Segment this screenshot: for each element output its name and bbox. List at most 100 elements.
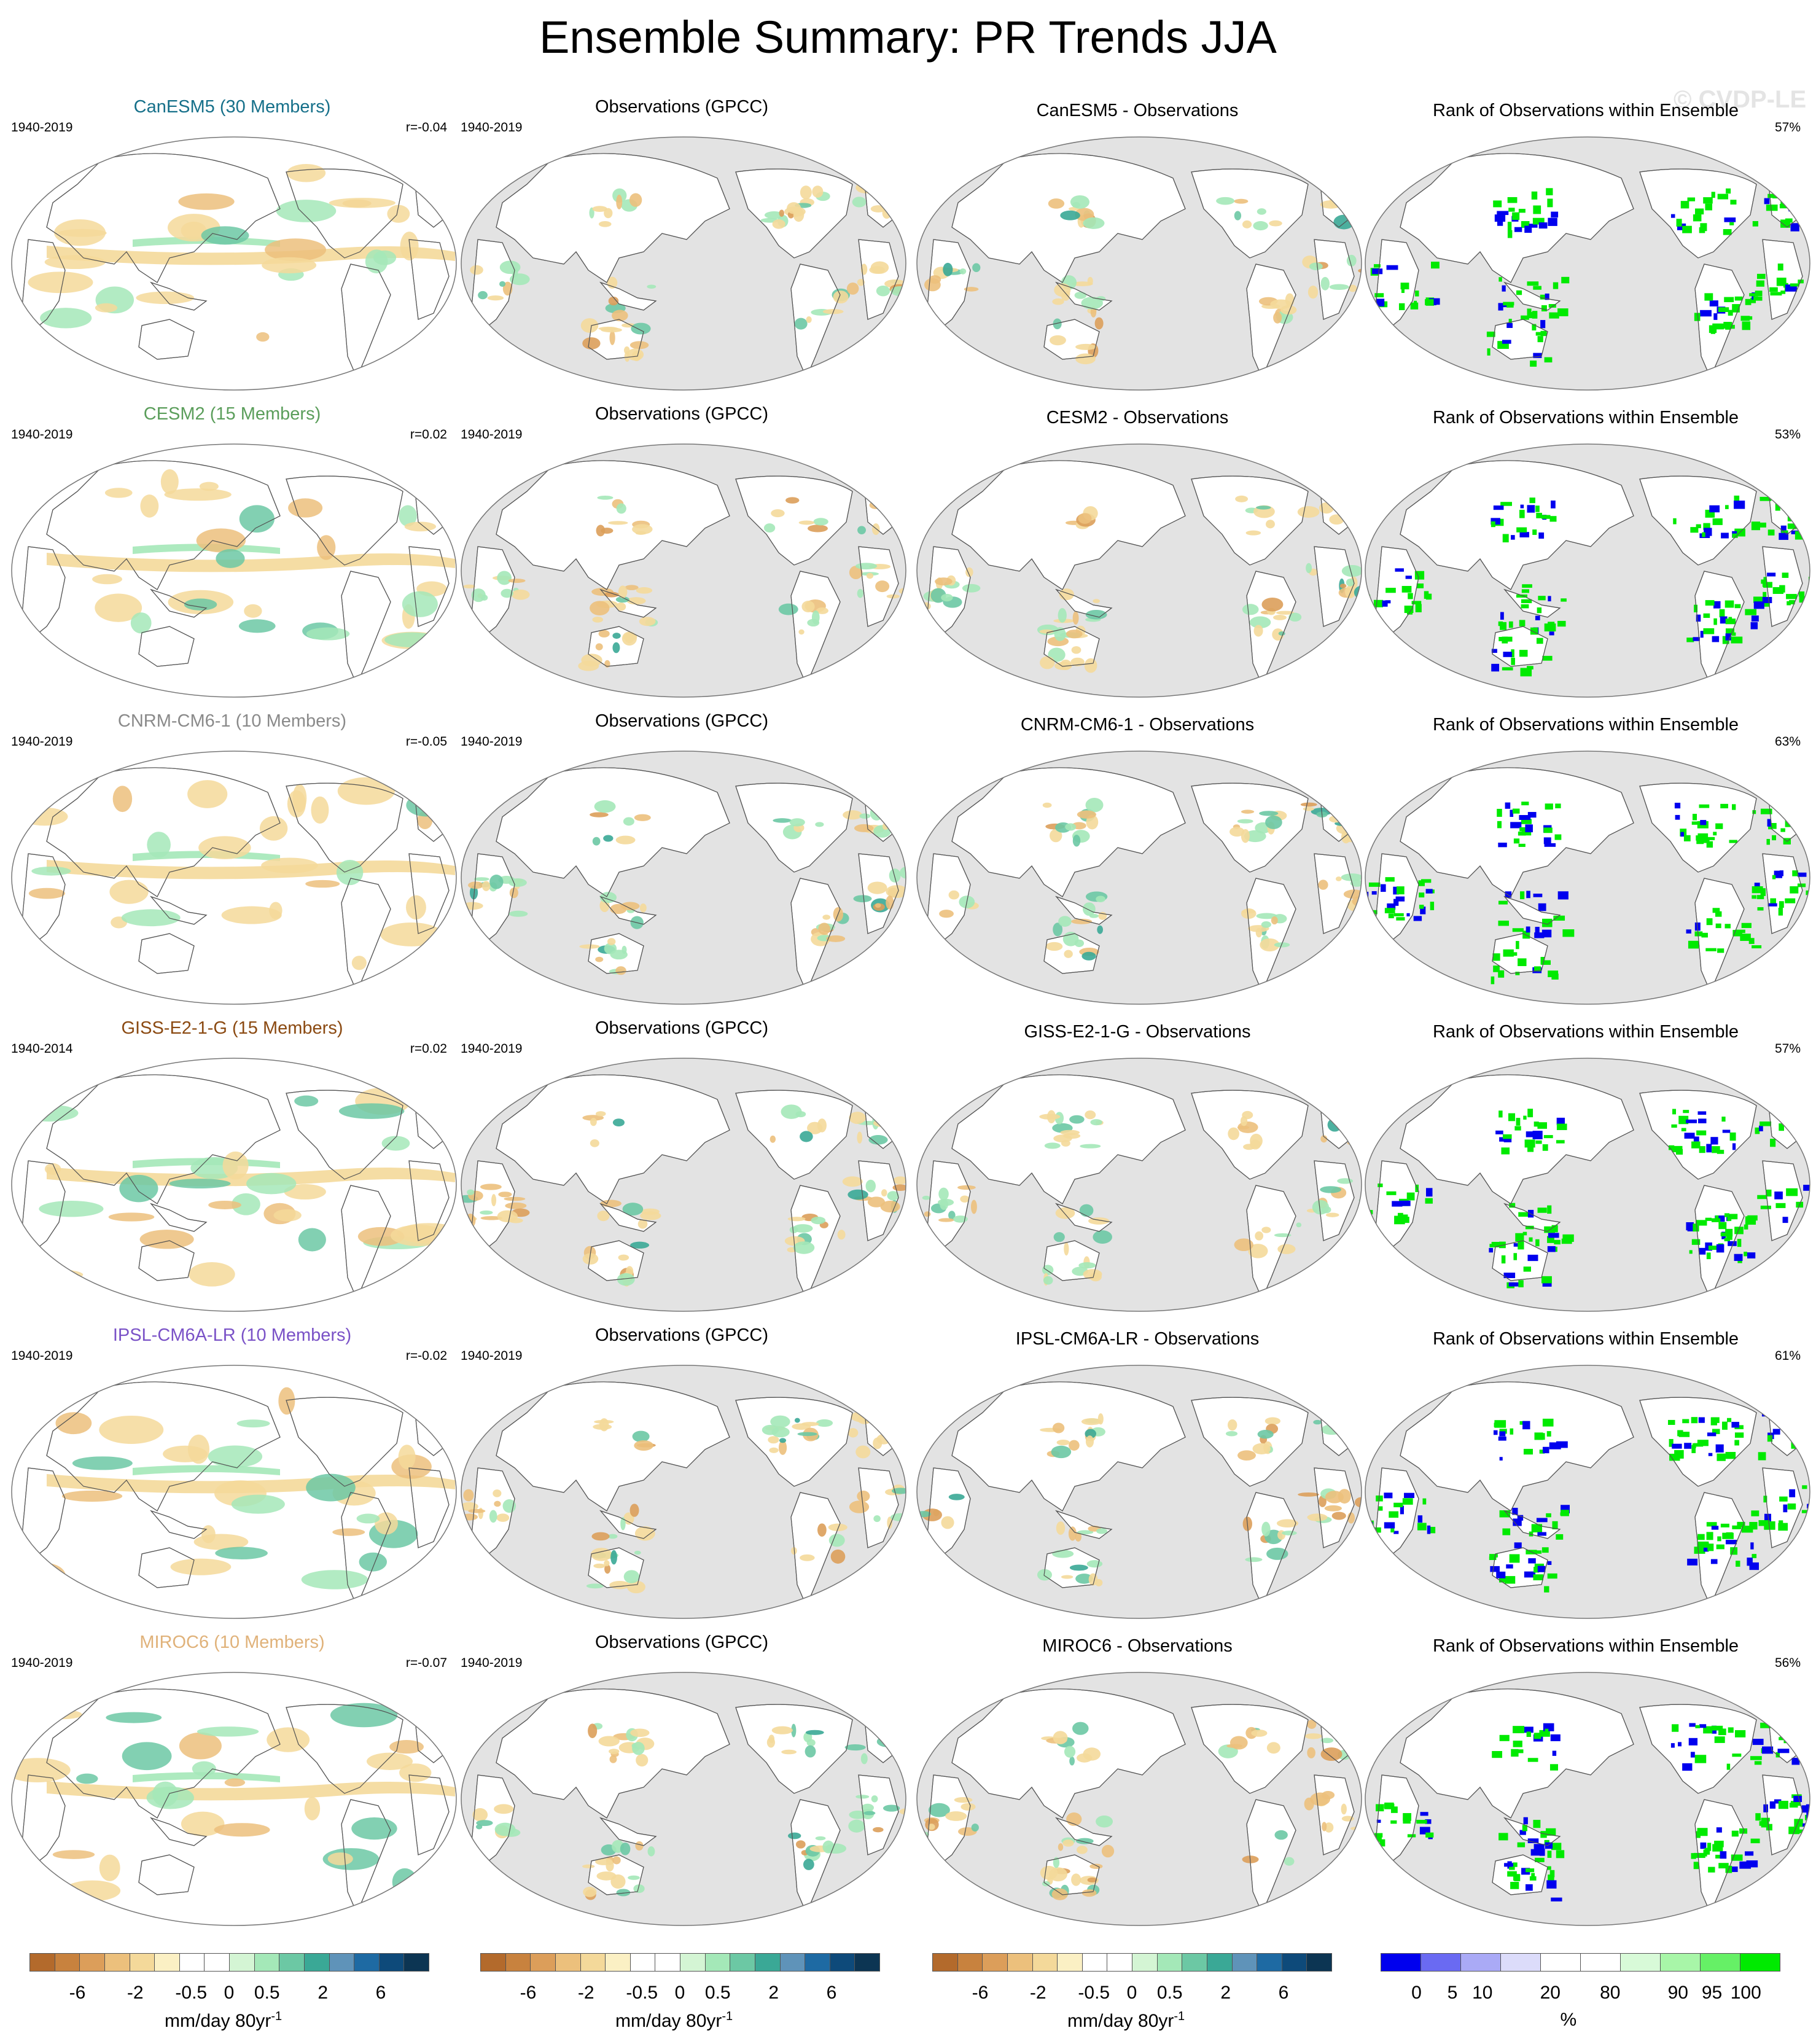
coastline-seasia bbox=[599, 588, 657, 618]
coastline-seasia bbox=[599, 895, 657, 925]
colorbar-tick-label: 10 bbox=[1472, 1983, 1493, 2003]
rank-cell bbox=[1527, 666, 1533, 670]
trend-blob bbox=[970, 1199, 977, 1214]
rank-cell bbox=[1394, 1215, 1405, 1225]
rank-cell bbox=[1499, 1510, 1511, 1518]
trend-blob bbox=[1266, 1547, 1288, 1560]
rank-cell bbox=[1521, 831, 1532, 836]
rank-cell bbox=[1678, 1742, 1682, 1747]
trend-blob bbox=[468, 1508, 486, 1513]
rank-cell bbox=[1372, 268, 1383, 275]
trend-blob bbox=[463, 1489, 474, 1502]
trend-blob bbox=[1324, 1822, 1334, 1833]
trend-blob bbox=[95, 303, 118, 313]
colorbar-title: mm/day 80yr-1 bbox=[1067, 2010, 1185, 2032]
rank-cell bbox=[1684, 1443, 1692, 1449]
rank-cell bbox=[1692, 814, 1697, 821]
trend-blob bbox=[781, 1104, 802, 1119]
trend-blob bbox=[594, 800, 616, 813]
coastline-namerica bbox=[1191, 475, 1309, 566]
rank-cell bbox=[1418, 880, 1425, 886]
trend-blob bbox=[494, 1500, 501, 1507]
map-border bbox=[916, 1365, 1362, 1619]
trend-blob bbox=[400, 232, 419, 261]
rank-cell bbox=[1543, 1135, 1553, 1139]
trend-blob bbox=[1296, 1222, 1302, 1228]
rank-cell bbox=[1527, 1109, 1533, 1118]
coastline-wafrica bbox=[1762, 546, 1803, 627]
trend-blob bbox=[470, 265, 483, 275]
rank-cell bbox=[1780, 201, 1785, 207]
rank-cell bbox=[1716, 1827, 1722, 1833]
rank-cell bbox=[1503, 1137, 1512, 1142]
rank-cell bbox=[1672, 1443, 1682, 1449]
trend-blob bbox=[854, 824, 874, 832]
coastline-australia bbox=[138, 319, 195, 360]
rank-cell bbox=[1669, 1438, 1674, 1447]
coastline-wafrica bbox=[408, 1160, 450, 1241]
rank-cell bbox=[1740, 316, 1750, 321]
rank-cell bbox=[1719, 609, 1725, 618]
trend-blob bbox=[1039, 1114, 1061, 1120]
trend-blob bbox=[208, 1200, 241, 1209]
trend-blob bbox=[608, 296, 619, 306]
trend-blob bbox=[1085, 1110, 1096, 1120]
coastline-asia bbox=[46, 1074, 281, 1204]
trend-blob bbox=[855, 1795, 870, 1799]
colorbar-title-text: mm/day 80yr bbox=[165, 2011, 271, 2031]
rank-cell bbox=[1774, 1192, 1783, 1199]
rank-cell bbox=[1717, 193, 1729, 200]
rank-cell bbox=[1540, 320, 1546, 329]
colorbar-tick-label: 0 bbox=[674, 1983, 685, 2003]
trend-blob bbox=[1325, 1491, 1344, 1504]
rank-cell bbox=[1766, 1189, 1772, 1197]
coastline-wafrica bbox=[1314, 1774, 1355, 1855]
rank-cell bbox=[1551, 1843, 1562, 1851]
trend-blob bbox=[938, 1187, 949, 1201]
obs-panel: Observations (GPCC) 1940-2019 bbox=[454, 1325, 909, 1632]
trend-blob bbox=[1068, 1526, 1077, 1541]
diff-map bbox=[916, 1058, 1362, 1312]
rank-cell bbox=[1393, 899, 1399, 906]
map-border bbox=[916, 443, 1362, 698]
map-border bbox=[1365, 1672, 1810, 1926]
coastline-australia bbox=[1043, 319, 1100, 360]
colorbar-title-exponent: -1 bbox=[1174, 2010, 1185, 2023]
rank-cell bbox=[1498, 1436, 1506, 1441]
rank-cell bbox=[1498, 842, 1507, 848]
coastline-namerica bbox=[286, 1397, 403, 1487]
rank-cell bbox=[1547, 1236, 1554, 1243]
rank-cell bbox=[1416, 1820, 1427, 1824]
rank-cell bbox=[1732, 533, 1738, 538]
rank-cell bbox=[1771, 822, 1777, 829]
rank-cell bbox=[1510, 822, 1522, 829]
rank-map bbox=[1365, 443, 1810, 698]
model-panel: MIROC6 (10 Members) 1940-2019 r=-0.07 bbox=[5, 1632, 459, 1940]
trend-blob bbox=[581, 653, 602, 667]
coastline-seasia bbox=[599, 281, 657, 311]
rank-cell bbox=[1509, 1203, 1516, 1208]
diff-title: CNRM-CM6-1 - Observations bbox=[1020, 715, 1255, 735]
model-panel: GISS-E2-1-G (15 Members) 1940-2014 r=0.02 bbox=[5, 1018, 459, 1325]
rank-cell bbox=[1491, 521, 1495, 528]
coastline-australia bbox=[588, 319, 644, 360]
trend-blob bbox=[1087, 1877, 1097, 1883]
colorbar-tick-label: -0.5 bbox=[1078, 1983, 1110, 2003]
rank-cell bbox=[1745, 609, 1757, 615]
trend-blob bbox=[305, 880, 340, 888]
rank-cell bbox=[1373, 264, 1381, 268]
rank-cell bbox=[1803, 830, 1810, 839]
rank-cell bbox=[1703, 1849, 1707, 1857]
colorbar-tick-label: 90 bbox=[1667, 1983, 1688, 2003]
trend-blob bbox=[44, 255, 106, 270]
trend-blob bbox=[618, 585, 628, 599]
rank-cell bbox=[1734, 1227, 1744, 1235]
trend-colorbar: -6 -2 -0.5 0 0.5 2 6 mm/day 80yr-1 bbox=[932, 1953, 1332, 2039]
rank-cell bbox=[1534, 1432, 1543, 1440]
colorbar-swatch bbox=[1081, 1953, 1108, 1972]
rank-cell bbox=[1502, 636, 1508, 644]
rank-cell bbox=[1507, 230, 1513, 238]
trend-blob bbox=[763, 523, 776, 533]
rank-cell bbox=[1382, 600, 1388, 607]
trend-blob bbox=[793, 208, 805, 222]
